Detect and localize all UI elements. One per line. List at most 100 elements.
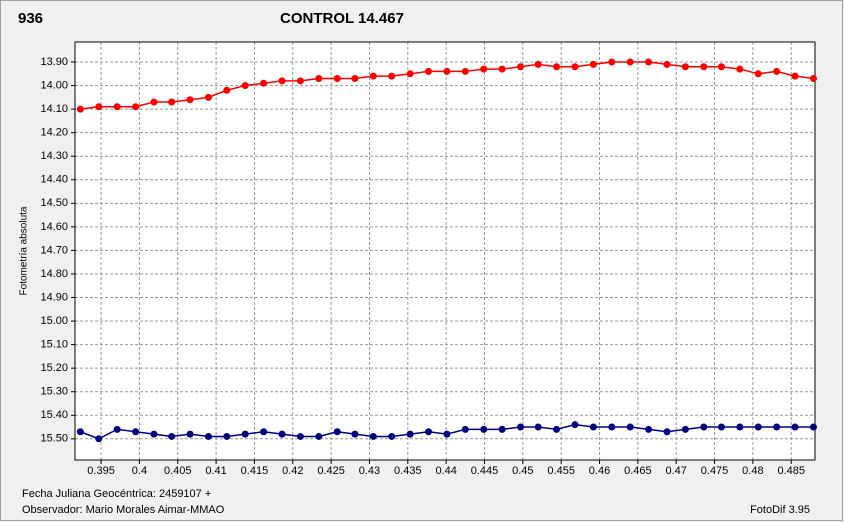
data-point xyxy=(773,423,781,431)
data-point xyxy=(571,63,579,71)
data-point xyxy=(369,72,377,80)
data-point xyxy=(223,432,231,440)
data-point xyxy=(663,428,671,436)
data-point xyxy=(241,82,249,90)
observer: Observador: Mario Morales Aimar-MMAO xyxy=(22,504,225,516)
data-point xyxy=(76,105,84,113)
data-point xyxy=(132,103,140,111)
data-point xyxy=(645,58,653,66)
y-tick-label: 14.80 xyxy=(40,268,68,280)
x-tick-label: 0.48 xyxy=(742,465,763,477)
data-point xyxy=(608,423,616,431)
x-tick-label: 0.42 xyxy=(282,465,303,477)
y-tick-label: 14.10 xyxy=(40,103,68,115)
data-point xyxy=(150,430,158,438)
y-tick-label: 15.40 xyxy=(40,409,68,421)
x-tick-label: 0.44 xyxy=(435,465,456,477)
data-point xyxy=(717,63,725,71)
data-point xyxy=(809,75,817,83)
y-tick-label: 14.40 xyxy=(40,174,68,186)
data-point xyxy=(223,86,231,94)
data-point xyxy=(95,435,103,443)
y-tick-label: 15.30 xyxy=(40,386,68,398)
x-tick-label: 0.43 xyxy=(359,465,380,477)
data-point xyxy=(791,423,799,431)
series-name-0: 936 xyxy=(18,10,43,27)
data-point xyxy=(95,103,103,111)
x-tick-label: 0.475 xyxy=(701,465,729,477)
data-point xyxy=(76,428,84,436)
data-point xyxy=(186,96,194,104)
data-point xyxy=(608,58,616,66)
data-point xyxy=(168,98,176,106)
data-point xyxy=(113,425,121,433)
x-tick-label: 0.415 xyxy=(241,465,269,477)
data-point xyxy=(406,70,414,78)
data-point xyxy=(773,67,781,75)
data-point xyxy=(754,70,762,78)
data-point xyxy=(186,430,194,438)
y-tick-label: 15.50 xyxy=(40,433,68,445)
data-point xyxy=(168,432,176,440)
x-tick-label: 0.41 xyxy=(205,465,226,477)
plot-border xyxy=(74,41,816,461)
plot-area xyxy=(75,42,815,460)
x-tick-label: 0.425 xyxy=(317,465,345,477)
data-point xyxy=(461,425,469,433)
x-tick-label: 0.485 xyxy=(777,465,805,477)
data-point xyxy=(498,65,506,73)
data-point xyxy=(425,67,433,75)
data-point xyxy=(461,67,469,75)
x-tick-label: 0.46 xyxy=(589,465,610,477)
y-tick-label: 14.30 xyxy=(40,150,68,162)
data-point xyxy=(645,425,653,433)
data-point xyxy=(700,63,708,71)
y-tick-label: 15.00 xyxy=(40,315,68,327)
x-tick-label: 0.395 xyxy=(87,465,115,477)
data-point xyxy=(681,425,689,433)
data-point xyxy=(278,430,286,438)
data-point xyxy=(315,432,323,440)
data-point xyxy=(150,98,158,106)
y-tick-label: 14.20 xyxy=(40,127,68,139)
x-tick-label: 0.435 xyxy=(394,465,422,477)
y-tick-label: 14.00 xyxy=(40,79,68,91)
data-point xyxy=(809,423,817,431)
data-point xyxy=(736,423,744,431)
y-tick-label: 15.20 xyxy=(40,362,68,374)
data-point xyxy=(480,65,488,73)
data-point xyxy=(498,425,506,433)
y-tick-label: 15.10 xyxy=(40,339,68,351)
data-point xyxy=(480,425,488,433)
series-name-1: CONTROL 14.467 xyxy=(280,10,404,27)
y-tick-label: 13.90 xyxy=(40,56,68,68)
x-tick-label: 0.4 xyxy=(132,465,147,477)
data-point xyxy=(204,93,212,101)
data-point xyxy=(534,60,542,68)
x-tick-label: 0.465 xyxy=(624,465,652,477)
data-point xyxy=(589,60,597,68)
software: FotoDif 3.95 xyxy=(750,504,810,516)
data-point xyxy=(626,58,634,66)
data-point xyxy=(369,432,377,440)
data-point xyxy=(517,63,525,71)
x-tick-label: 0.455 xyxy=(547,465,575,477)
data-point xyxy=(260,79,268,87)
data-point xyxy=(241,430,249,438)
data-point xyxy=(553,425,561,433)
data-point xyxy=(351,430,359,438)
data-point xyxy=(406,430,414,438)
data-point xyxy=(700,423,708,431)
data-point xyxy=(736,65,744,73)
data-point xyxy=(113,103,121,111)
y-tick-label: 14.50 xyxy=(40,197,68,209)
data-point xyxy=(717,423,725,431)
x-axis-label: Fecha Juliana Geocéntrica: 2459107 + xyxy=(22,488,211,500)
data-point xyxy=(553,63,561,71)
y-tick-label: 14.60 xyxy=(40,221,68,233)
data-point xyxy=(754,423,762,431)
x-tick-label: 0.405 xyxy=(164,465,192,477)
data-point xyxy=(278,77,286,85)
data-point xyxy=(333,75,341,83)
